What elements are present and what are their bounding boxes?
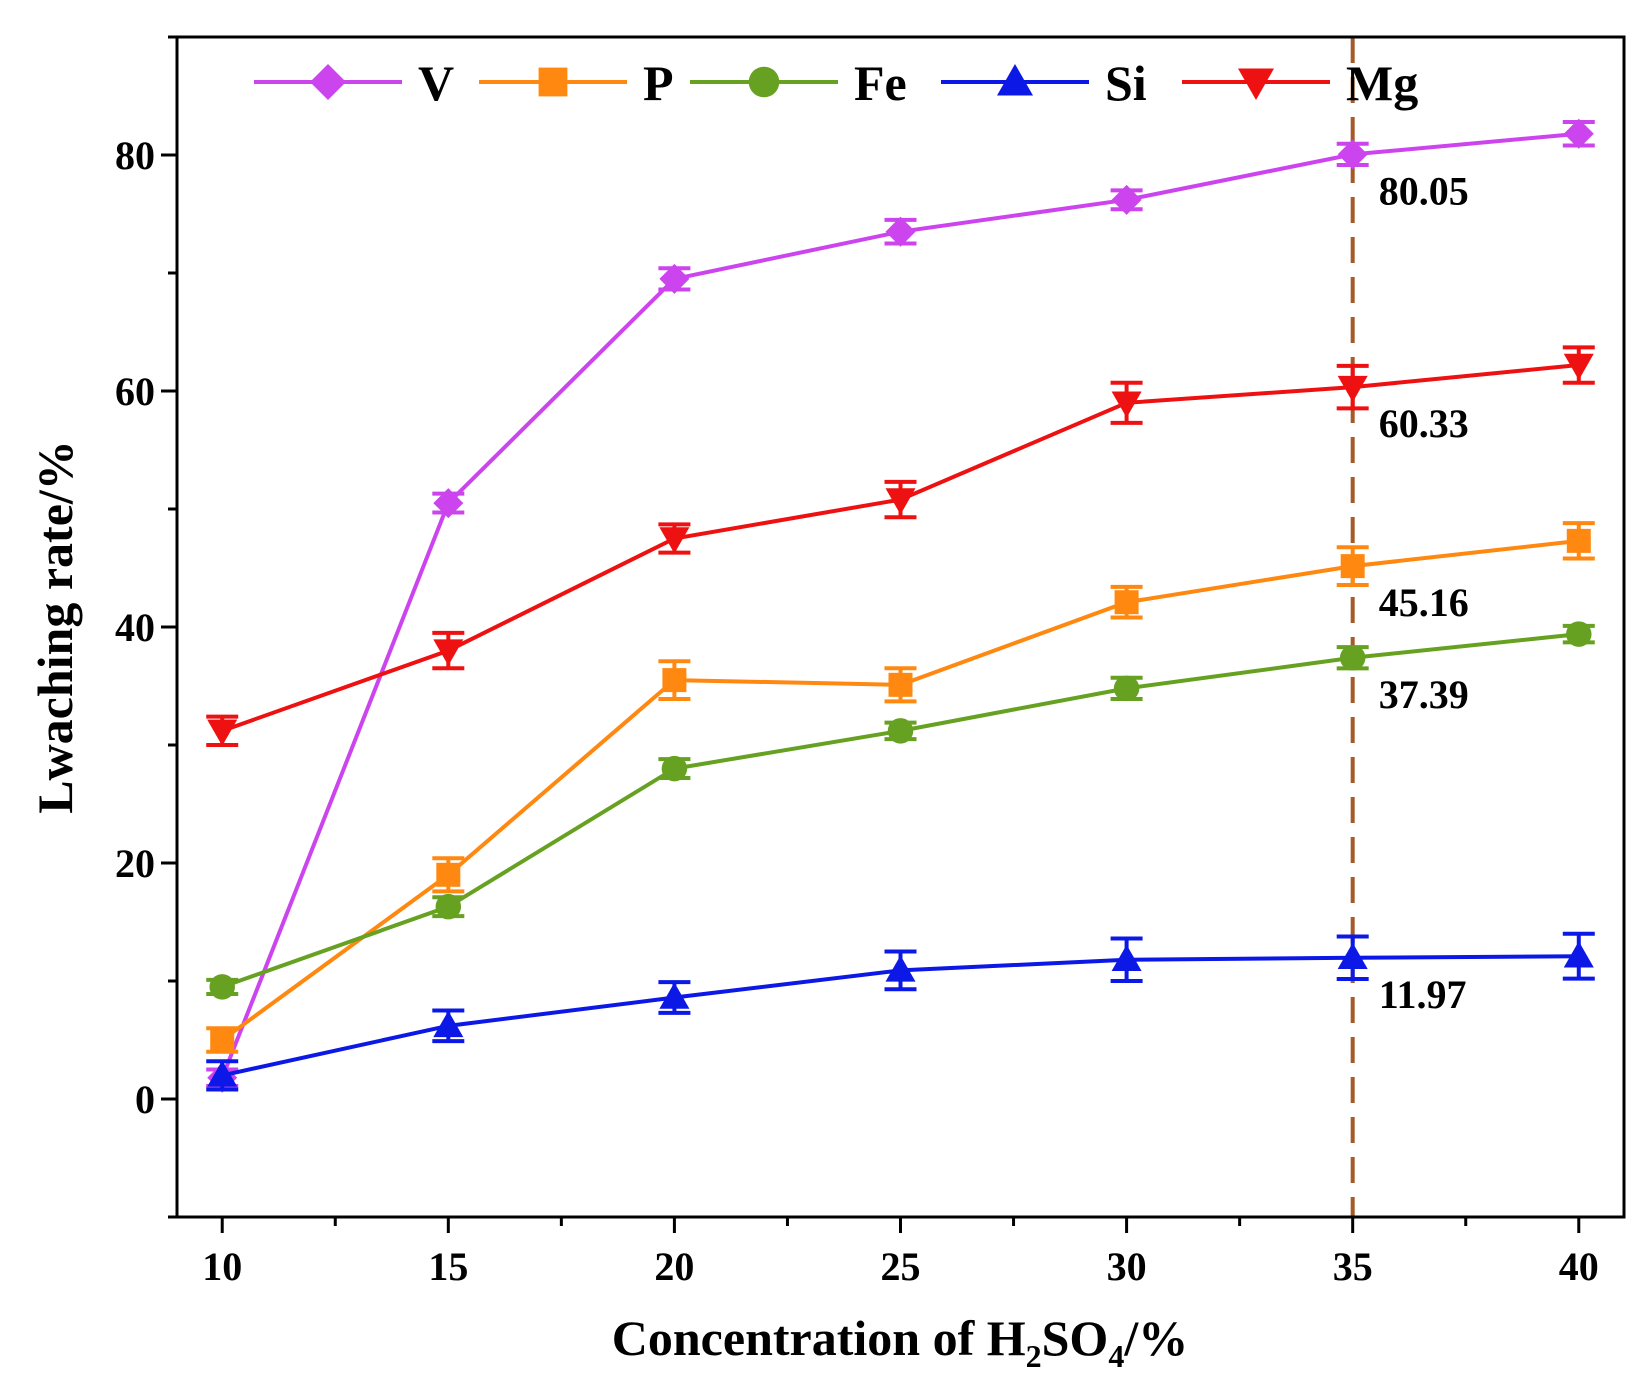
legend-item-mg: Mg bbox=[1182, 55, 1418, 111]
x-tick-label: 30 bbox=[1107, 1244, 1147, 1289]
series-si-point bbox=[1563, 941, 1594, 968]
series-mg bbox=[206, 345, 1595, 747]
series-si bbox=[206, 931, 1595, 1092]
legend-item-v: V bbox=[254, 55, 454, 111]
legend-swatch-marker bbox=[1238, 68, 1274, 100]
series-fe-point bbox=[209, 974, 235, 1000]
legend-item-fe: Fe bbox=[690, 55, 907, 111]
x-axis-title-part: SO bbox=[1042, 1310, 1109, 1366]
series-v-point bbox=[1337, 139, 1368, 170]
x-tick-label: 40 bbox=[1559, 1244, 1599, 1289]
axis-ticks bbox=[161, 35, 1581, 1233]
legend-swatch-marker bbox=[310, 64, 346, 100]
annotation-layer: 80.05 60.33 45.16 37.39 11.97 bbox=[1379, 168, 1469, 1016]
series-mg-point bbox=[433, 639, 464, 666]
x-axis-title-part: /% bbox=[1123, 1310, 1188, 1366]
y-tick-labels: 0 20 40 60 80 bbox=[115, 133, 155, 1122]
series-p-point bbox=[210, 1028, 235, 1052]
value-annotation: 37.39 bbox=[1379, 672, 1469, 717]
legend-label: Si bbox=[1105, 55, 1147, 111]
y-tick-label: 80 bbox=[115, 133, 155, 178]
plot-frame bbox=[175, 35, 1626, 1219]
legend-item-si: Si bbox=[941, 55, 1147, 111]
series-v-point bbox=[885, 216, 916, 247]
series-v-point bbox=[1111, 184, 1142, 215]
series-mg-point bbox=[1337, 375, 1368, 403]
legend-label: Mg bbox=[1346, 55, 1418, 111]
series-v bbox=[206, 118, 1595, 1093]
series-mg-point bbox=[1563, 353, 1594, 381]
series-mg-point bbox=[885, 488, 916, 515]
series-mg-point bbox=[1111, 391, 1142, 418]
series-si-point bbox=[1337, 942, 1368, 970]
y-axis-title: Lwaching rate/% bbox=[27, 440, 83, 814]
series-v-point bbox=[433, 488, 464, 519]
x-tick-label: 15 bbox=[428, 1244, 468, 1289]
series-fe-point bbox=[435, 893, 462, 920]
x-axis-title-subscript: 4 bbox=[1108, 1338, 1124, 1374]
series-p bbox=[206, 521, 1595, 1054]
y-tick-label: 20 bbox=[115, 841, 155, 886]
series-fe bbox=[206, 621, 1595, 1000]
series-si-point bbox=[1111, 944, 1142, 972]
y-tick-label: 40 bbox=[115, 605, 155, 650]
series-fe-point bbox=[661, 755, 688, 782]
series-fe-point bbox=[1339, 645, 1366, 671]
x-tick-labels: 10 15 20 25 30 35 40 bbox=[202, 1244, 1599, 1289]
legend-swatch-marker bbox=[538, 67, 568, 97]
series-v-point bbox=[659, 263, 690, 294]
y-tick-label: 0 bbox=[135, 1077, 155, 1122]
series-layer bbox=[206, 118, 1595, 1093]
series-mg-point bbox=[659, 527, 690, 554]
series-p-point bbox=[436, 862, 461, 887]
x-tick-label: 35 bbox=[1333, 1244, 1373, 1289]
x-tick-label: 10 bbox=[202, 1244, 242, 1289]
series-v-point bbox=[1563, 118, 1594, 149]
series-p-point bbox=[888, 672, 913, 697]
legend-label: Fe bbox=[854, 55, 907, 111]
x-axis-title-part: Concentration of H bbox=[612, 1310, 1026, 1366]
series-p-point bbox=[662, 668, 687, 693]
series-v-line bbox=[220, 131, 1579, 1079]
value-annotation: 11.97 bbox=[1379, 972, 1467, 1017]
series-si-point bbox=[885, 955, 916, 982]
y-tick-label: 60 bbox=[115, 369, 155, 414]
series-fe-point bbox=[1566, 621, 1592, 647]
series-p-point bbox=[1114, 590, 1139, 615]
x-axis-title: Concentration of H2SO4/% bbox=[612, 1310, 1188, 1374]
legend-swatch-marker bbox=[997, 64, 1033, 96]
legend-item-p: P bbox=[479, 55, 674, 111]
legend-label: P bbox=[643, 55, 674, 111]
x-tick-label: 20 bbox=[654, 1244, 694, 1289]
series-si-point bbox=[659, 982, 690, 1009]
value-annotation: 60.33 bbox=[1379, 401, 1469, 446]
legend-swatch-marker bbox=[748, 66, 780, 98]
series-fe-point bbox=[1113, 675, 1140, 702]
legend-label: V bbox=[418, 55, 454, 111]
x-tick-label: 25 bbox=[881, 1244, 921, 1289]
series-si-point bbox=[207, 1060, 238, 1087]
series-si-point bbox=[433, 1010, 464, 1038]
series-p-point bbox=[1566, 528, 1591, 553]
series-mg-point bbox=[207, 719, 238, 746]
x-axis-title-subscript: 2 bbox=[1026, 1338, 1042, 1374]
series-fe-point bbox=[887, 718, 914, 744]
series-p-point bbox=[1340, 554, 1365, 579]
legend: V P Fe Si Mg bbox=[254, 55, 1418, 111]
value-annotation: 80.05 bbox=[1379, 168, 1469, 213]
value-annotation: 45.16 bbox=[1379, 580, 1469, 625]
